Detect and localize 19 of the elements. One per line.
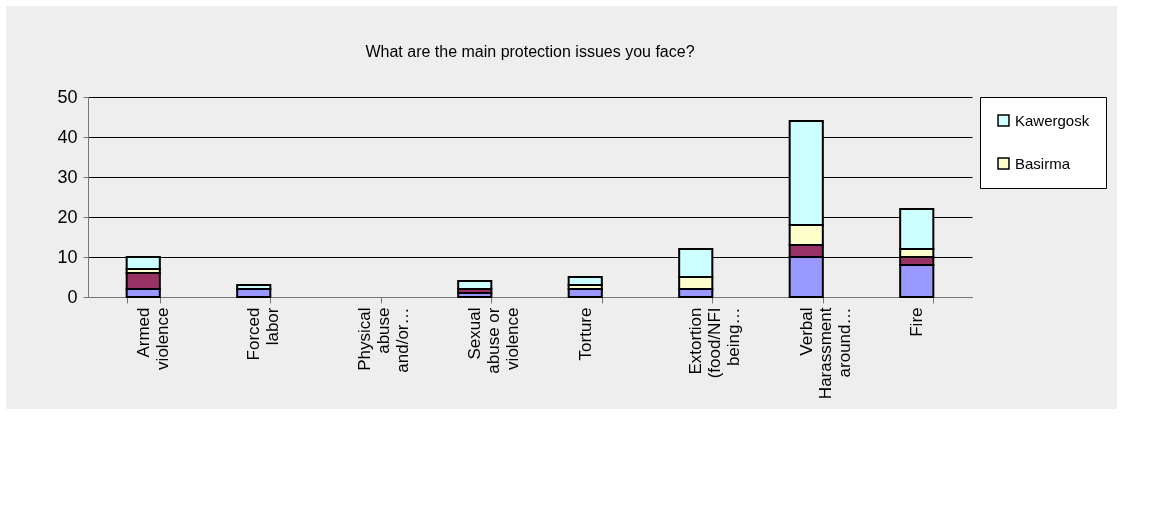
legend-label: Kawergosk xyxy=(1015,111,1090,129)
x-tick-label: Verbal Harassment around… xyxy=(796,307,854,400)
y-tick-label: 20 xyxy=(57,206,78,227)
bar xyxy=(457,280,493,290)
y-tick-label: 50 xyxy=(57,86,78,107)
x-tick-label: Armed violence xyxy=(133,307,172,370)
x-tick-label: Sexual abuse or violence xyxy=(465,307,523,374)
x-tick-label: Extortion (food/NFI being… xyxy=(686,307,744,379)
x-tick-label: Physical abuse and/or… xyxy=(354,307,412,373)
y-tick-label: 0 xyxy=(67,286,78,307)
bar xyxy=(567,276,603,286)
x-tick-label: Fire xyxy=(907,307,927,337)
y-tick-label: 30 xyxy=(57,166,78,187)
chart-title: What are the main protection issues you face? xyxy=(365,43,695,60)
y-tick-label: 40 xyxy=(57,126,78,147)
x-tick-label: Forced labor xyxy=(244,307,283,361)
x-tick-label: Torture xyxy=(575,307,595,361)
y-tick-label: 10 xyxy=(57,246,78,267)
legend-label: Basirma xyxy=(1015,154,1071,172)
